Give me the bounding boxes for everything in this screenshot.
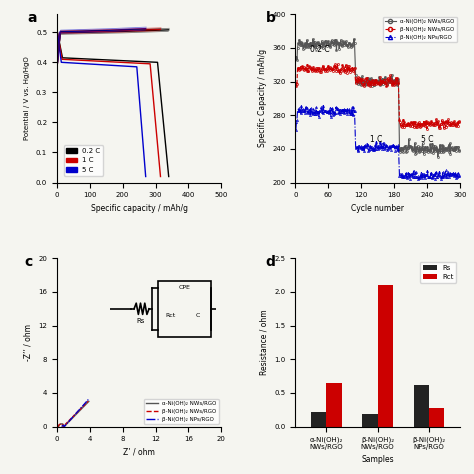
Y-axis label: -Z’’ / ohm: -Z’’ / ohm <box>24 324 33 361</box>
Text: d: d <box>266 255 275 269</box>
Bar <box>429 408 444 427</box>
Text: b: b <box>266 11 275 25</box>
Text: a: a <box>27 11 37 25</box>
Y-axis label: Specific Capacity / mAh/g: Specific Capacity / mAh/g <box>257 49 266 147</box>
Text: c: c <box>24 255 32 269</box>
Text: 5 C: 5 C <box>420 135 433 144</box>
Text: 0.2 C: 0.2 C <box>310 45 330 54</box>
X-axis label: Cycle number: Cycle number <box>351 204 404 213</box>
Legend: 0.2 C, 1 C, 5 C: 0.2 C, 1 C, 5 C <box>64 145 103 176</box>
Text: 1 C: 1 C <box>370 135 383 144</box>
Bar <box>378 285 393 427</box>
Legend: α-Ni(OH)₂ NWs/RGO, β-Ni(OH)₂ NWs/RGO, β-Ni(OH)₂ NPs/RGO: α-Ni(OH)₂ NWs/RGO, β-Ni(OH)₂ NWs/RGO, β-… <box>144 399 219 424</box>
X-axis label: Samples: Samples <box>361 456 394 465</box>
Bar <box>311 412 326 427</box>
Bar <box>326 383 342 427</box>
Legend: α-Ni(OH)₂ NWs/RGO, β-Ni(OH)₂ NWs/RGO, β-Ni(OH)₂ NPs/RGO: α-Ni(OH)₂ NWs/RGO, β-Ni(OH)₂ NWs/RGO, β-… <box>383 17 457 42</box>
Y-axis label: Resistance / ohm: Resistance / ohm <box>260 310 269 375</box>
Y-axis label: Potential / V vs. Hg/HgO: Potential / V vs. Hg/HgO <box>24 56 30 140</box>
X-axis label: Z’ / ohm: Z’ / ohm <box>123 448 155 457</box>
Bar <box>362 414 378 427</box>
Legend: Rs, Rct: Rs, Rct <box>420 262 456 283</box>
X-axis label: Specific capacity / mAh/g: Specific capacity / mAh/g <box>91 204 188 213</box>
Bar <box>413 385 429 427</box>
